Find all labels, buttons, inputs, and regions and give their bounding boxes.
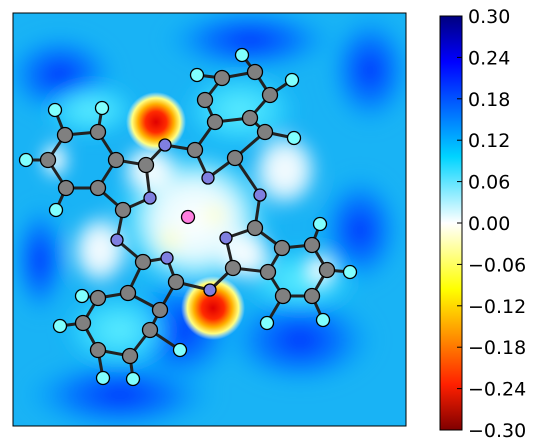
- nitrogen-atom: [110, 233, 124, 247]
- heatmap-field: [13, 13, 406, 426]
- red-lobe-lower: [181, 276, 245, 340]
- colorbar-tick-label: 0.18: [468, 89, 510, 111]
- colorbar-tick-label: 0.00: [468, 213, 510, 235]
- carbon-atom: [224, 259, 242, 277]
- carbon-atom: [213, 69, 231, 87]
- carbon-atom: [259, 263, 277, 281]
- hydrogen-atom: [48, 202, 64, 218]
- hydrogen-atom: [125, 371, 141, 387]
- carbon-atom: [273, 239, 291, 257]
- hydrogen-atom: [234, 47, 250, 63]
- carbon-atom: [303, 236, 321, 254]
- carbon-atom: [57, 179, 75, 197]
- carbon-atom: [114, 201, 132, 219]
- carbon-atom: [206, 113, 224, 131]
- carbon-atom: [246, 63, 264, 81]
- carbon-atom: [241, 109, 259, 127]
- carbon-atom: [119, 284, 137, 302]
- carbon-atom: [186, 141, 204, 159]
- hydrogen-atom: [18, 152, 34, 168]
- plot-frame: [12, 12, 407, 427]
- colorbar-tick-label: 0.12: [468, 130, 510, 152]
- nitrogen-atom: [160, 251, 174, 265]
- nitrogen-atom: [158, 138, 172, 152]
- hydrogen-atom: [312, 216, 328, 232]
- nitrogen-atom: [143, 191, 157, 205]
- carbon-atom: [303, 287, 321, 305]
- carbon-atom: [151, 301, 169, 319]
- carbon-atom: [74, 314, 92, 332]
- carbon-atom: [141, 321, 159, 339]
- hydrogen-atom: [74, 288, 90, 304]
- colorbar-tick-label: 0.30: [468, 6, 510, 28]
- colorbar-tick-label: 0.24: [468, 47, 510, 69]
- carbon-atom: [89, 123, 107, 141]
- hydrogen-atom: [52, 318, 68, 334]
- nitrogen-atom: [253, 188, 267, 202]
- carbon-atom: [274, 287, 292, 305]
- hydrogen-atom: [95, 370, 111, 386]
- hydrogen-atom: [342, 264, 358, 280]
- carbon-atom: [226, 149, 244, 167]
- nitrogen-atom: [201, 171, 215, 185]
- hydrogen-atom: [172, 342, 188, 358]
- colorbar: 0.30 0.24 0.18 0.12 0.06 0.00 −0.06 −0.12 −0.18 −…: [439, 6, 526, 438]
- carbon-atom: [134, 253, 152, 271]
- carbon-atom: [261, 86, 279, 104]
- carbon-atom: [246, 219, 264, 237]
- carbon-atom: [56, 126, 74, 144]
- carbon-atom: [137, 156, 155, 174]
- colorbar-tick-label: −0.18: [468, 337, 526, 359]
- carbon-atom: [89, 289, 107, 307]
- carbon-atom: [256, 123, 274, 141]
- hydrogen-atom: [286, 130, 302, 146]
- nitrogen-atom: [203, 283, 217, 297]
- carbon-atom: [107, 151, 125, 169]
- nitrogen-atom: [219, 231, 233, 245]
- colorbar-tick-label: −0.06: [468, 254, 526, 276]
- hydrogen-atom: [189, 67, 205, 83]
- colorbar-tick-label: 0.06: [468, 172, 510, 194]
- hydrogen-atom: [259, 315, 275, 331]
- hydrogen-atom: [315, 312, 331, 328]
- carbon-atom: [167, 273, 185, 291]
- hydrogen-atom: [47, 102, 63, 118]
- red-lobe-upper: [126, 92, 186, 152]
- carbon-atom: [89, 341, 107, 359]
- carbon-atom: [39, 151, 57, 169]
- colorbar-tick-label: −0.12: [468, 296, 526, 318]
- carbon-atom: [89, 179, 107, 197]
- molecule-overlay: [18, 47, 358, 387]
- hydrogen-atom: [94, 100, 110, 116]
- carbon-atom: [121, 347, 139, 365]
- colorbar-tick-label: −0.30: [468, 420, 526, 438]
- colorbar-tick-label: −0.24: [468, 379, 526, 401]
- carbon-atom: [196, 91, 214, 109]
- colorbar-ticks: 0.30 0.24 0.18 0.12 0.06 0.00 −0.06 −0.12 −0.18 −…: [457, 6, 526, 438]
- hydrogen-atom: [284, 72, 300, 88]
- metal-center-atom: [180, 209, 196, 225]
- carbon-atom: [318, 261, 336, 279]
